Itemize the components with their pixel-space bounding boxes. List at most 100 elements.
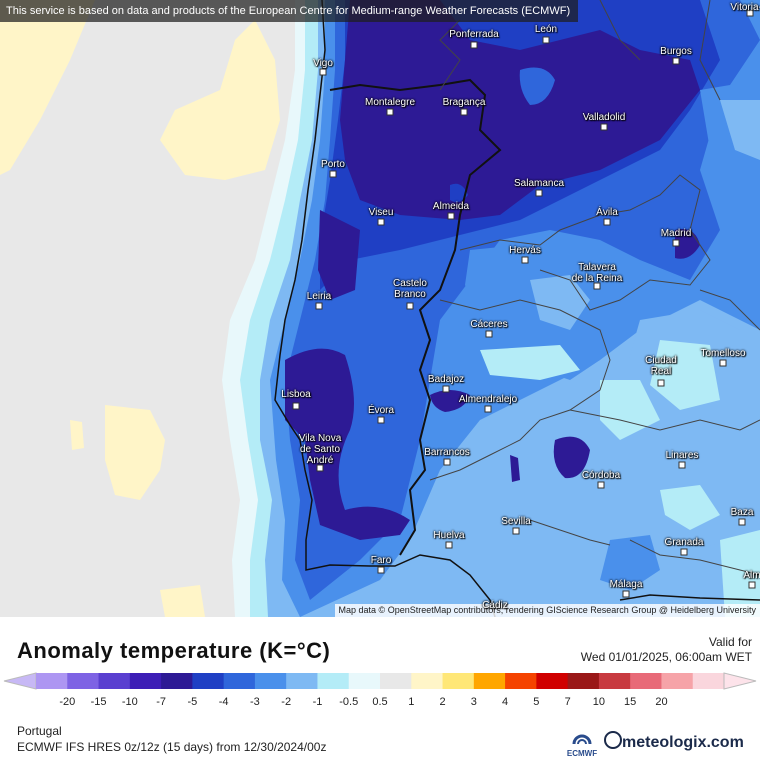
colorbar-tick-label: -10	[121, 696, 138, 708]
city-marker	[292, 402, 300, 410]
colorbar-tick-label: -4	[218, 696, 229, 708]
map-canvas	[0, 0, 760, 618]
city-label: Cáceres	[470, 319, 508, 330]
city-label: Barrancos	[424, 447, 470, 458]
meteologix-logo[interactable]: meteologix.com	[604, 731, 744, 752]
city-marker	[484, 405, 492, 413]
colorbar-swatch	[348, 673, 381, 689]
colorbar-swatch	[411, 673, 444, 689]
city-label: Baza	[730, 507, 754, 518]
city-marker	[521, 256, 529, 264]
valid-label: Valid for	[708, 635, 752, 649]
colorbar-swatch	[67, 673, 100, 689]
colorbar-swatch	[317, 673, 350, 689]
city-marker	[377, 416, 385, 424]
city-marker	[315, 302, 323, 310]
colorbar-ticks: -20 -15 -10 -7 -5 -4 -3 -2 -1 -0.5 0.5 1 2 3 4 5 7 10 15 20	[0, 696, 760, 710]
city-marker	[445, 541, 453, 549]
colorbar-swatch	[692, 673, 725, 689]
city-label: Burgos	[660, 46, 692, 57]
legend-title: Anomaly temperature (K=°C)	[17, 638, 331, 663]
colorbar-tick-label: -5	[187, 696, 198, 708]
city-label: Vigo	[313, 58, 333, 69]
colorbar-over-arrow	[723, 672, 757, 690]
colorbar-tick-label: 20	[655, 696, 668, 708]
colorbar-swatch	[442, 673, 475, 689]
city-marker	[319, 68, 327, 76]
colorbar-tick-label: -2	[281, 696, 292, 708]
colorbar-swatch	[98, 673, 131, 689]
city-label: Almeida	[432, 201, 470, 212]
colorbar-tick-label: 3	[470, 696, 477, 708]
city-marker	[443, 458, 451, 466]
city-label: Almendralejo	[458, 394, 518, 405]
city-label: Lisboa	[281, 389, 311, 400]
city-marker	[470, 41, 478, 49]
colorbar-swatch	[254, 673, 287, 689]
colorbar-tick-label: -3	[250, 696, 260, 708]
ecmwf-logo[interactable]: ECMWF	[562, 730, 602, 758]
city-marker	[329, 170, 337, 178]
city-label: Porto	[321, 159, 345, 170]
city-label: Cádiz	[482, 600, 508, 611]
city-label: Ávila	[596, 207, 618, 218]
anomaly-map[interactable]	[0, 0, 760, 618]
city-label: Viseu	[368, 207, 394, 218]
colorbar-tick-label: -1	[312, 696, 323, 708]
city-label: Ciudad Real	[645, 355, 677, 377]
colorbar-swatch	[192, 673, 225, 689]
city-label: Córdoba	[581, 470, 621, 481]
colorbar-tick-label: 5	[533, 696, 540, 708]
colorbar-tick-label: 4	[502, 696, 509, 708]
city-marker	[622, 590, 630, 598]
colorbar-swatch	[36, 673, 68, 689]
colorbar-tick-label: -0.5	[339, 696, 359, 708]
city-marker	[386, 108, 394, 116]
city-label: Huelva	[433, 530, 465, 541]
city-label: Évora	[367, 405, 395, 416]
city-marker	[597, 481, 605, 489]
city-marker	[738, 518, 746, 526]
city-label: Valladolid	[582, 112, 626, 123]
city-label: Bragança	[442, 97, 486, 108]
city-marker	[746, 9, 754, 17]
city-marker	[719, 359, 727, 367]
city-marker	[748, 581, 756, 589]
colorbar-swatch	[286, 673, 318, 689]
city-label: Vila Nova de Santo André	[298, 433, 342, 466]
city-marker	[603, 218, 611, 226]
colorbar-tick-label: 2	[439, 696, 446, 708]
city-marker	[512, 527, 520, 535]
colorbar-tick-label: 1	[408, 696, 415, 708]
city-marker	[593, 282, 601, 290]
city-marker	[542, 36, 550, 44]
city-marker	[377, 218, 385, 226]
map-attribution[interactable]: Map data © OpenStreetMap contributors, r…	[334, 604, 760, 617]
ecmwf-logo-icon	[572, 734, 592, 745]
model-info: ECMWF IFS HRES 0z/12z (15 days) from 12/…	[17, 740, 327, 754]
city-marker	[600, 123, 608, 131]
city-label: Badajoz	[427, 374, 465, 385]
city-label: Leiria	[306, 291, 332, 302]
city-marker	[316, 464, 324, 472]
colorbar	[3, 672, 757, 690]
city-marker	[406, 302, 414, 310]
colorbar-tick-label: 15	[624, 696, 637, 708]
ecmwf-logo-text: ECMWF	[566, 749, 598, 758]
colorbar-swatch	[598, 673, 631, 689]
city-label: León	[534, 24, 558, 35]
colorbar-swatch	[630, 673, 662, 689]
colorbar-tick-label: -15	[90, 696, 107, 708]
city-label: Salamanca	[513, 178, 565, 189]
colorbar-swatch	[473, 673, 506, 689]
city-label: Montalegre	[364, 97, 416, 108]
meteologix-text: meteologix.com	[622, 734, 744, 751]
city-marker	[657, 379, 665, 387]
city-label: Alm	[743, 570, 760, 581]
city-label: Hervás	[509, 245, 541, 256]
city-label: Linares	[665, 450, 699, 461]
colorbar-tick-label: -20	[59, 696, 76, 708]
ecmwf-attribution: This service is based on data and produc…	[0, 0, 579, 22]
meteologix-icon	[604, 731, 622, 749]
city-label: Madrid	[660, 228, 692, 239]
